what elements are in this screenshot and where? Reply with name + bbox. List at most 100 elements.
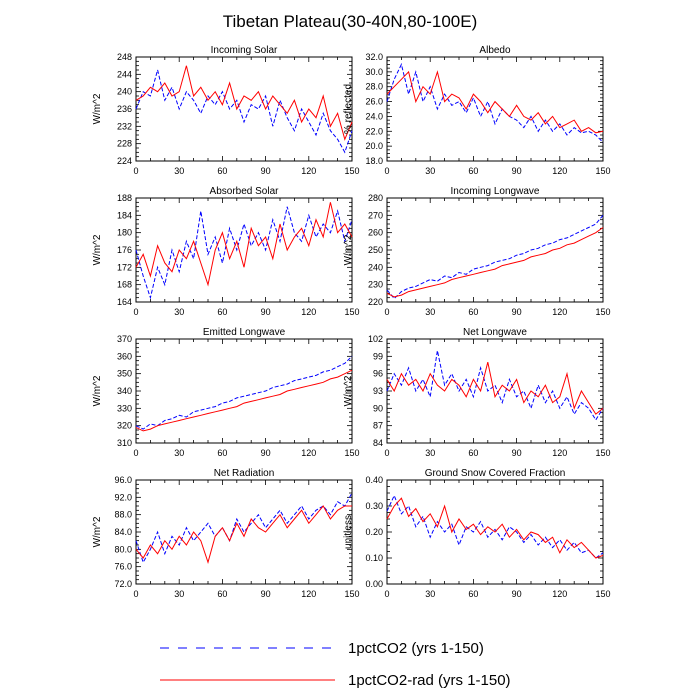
chart-panel-1: Incoming Solar W/m^2 0 30 60 90 120 150 224 228 23…: [92, 45, 360, 176]
x-tick-label: 30: [174, 166, 184, 176]
y-tick-label: 0.10: [365, 553, 383, 563]
y-axis-label: W/m^2: [92, 516, 103, 547]
x-tick-label: 30: [174, 307, 184, 317]
y-tick-label: 102: [368, 334, 383, 344]
plot-frame: [135, 197, 353, 303]
series-line-1pctco2: [386, 494, 604, 559]
x-tick-label: 120: [301, 448, 316, 458]
x-tick-label: 90: [512, 448, 522, 458]
series-line-1pctco2: [135, 69, 353, 154]
y-tick-label: 18.0: [365, 156, 383, 166]
y-tick-label: 96.0: [114, 475, 132, 485]
x-tick-label: 150: [595, 307, 610, 317]
plot-frame: [135, 479, 353, 585]
x-tick-label: 60: [468, 166, 478, 176]
y-tick-label: 360: [117, 351, 132, 361]
y-tick-label: 172: [117, 262, 132, 272]
series-line-1pctco2-rad: [135, 202, 353, 287]
chart-panel-2: Albedo % reflected 0 30 60 90 120 150 18.0 20.0 22…: [343, 45, 611, 176]
x-tick-label: 60: [217, 589, 227, 599]
chart-panel-7: Net Radiation W/m^2 0 30 60 90 120 150 72.0 76.0 8…: [92, 468, 360, 599]
y-axis-label: W/m^2: [92, 375, 103, 406]
x-tick-label: 0: [133, 166, 138, 176]
legend-label: 1pctCO2-rad (yrs 1-150): [348, 672, 511, 689]
y-tick-label: 20.0: [365, 141, 383, 151]
y-axis-label: W/m^2: [343, 375, 354, 406]
x-tick-label: 120: [552, 166, 567, 176]
y-tick-label: 92.0: [114, 492, 132, 502]
y-tick-label: 228: [117, 139, 132, 149]
y-tick-label: 220: [368, 297, 383, 307]
y-tick-label: 30.0: [365, 67, 383, 77]
x-tick-label: 30: [174, 589, 184, 599]
x-tick-label: 150: [595, 448, 610, 458]
panel-title: Albedo: [479, 45, 511, 56]
panels-group: Incoming Solar W/m^2 0 30 60 90 120 150 224 228 23…: [92, 45, 611, 599]
x-tick-label: 150: [595, 166, 610, 176]
y-axis-label: unitless: [343, 515, 354, 549]
y-tick-label: 76.0: [114, 562, 132, 572]
y-tick-label: 26.0: [365, 97, 383, 107]
x-tick-label: 60: [217, 166, 227, 176]
y-tick-label: 88.0: [114, 510, 132, 520]
y-tick-label: 248: [117, 52, 132, 62]
x-tick-label: 90: [512, 166, 522, 176]
y-tick-label: 0.40: [365, 475, 383, 485]
x-tick-label: 150: [344, 589, 359, 599]
x-tick-label: 90: [261, 166, 271, 176]
y-tick-label: 270: [368, 210, 383, 220]
plot-frame: [135, 56, 353, 162]
x-tick-label: 0: [384, 166, 389, 176]
y-tick-label: 188: [117, 193, 132, 203]
panel-title: Ground Snow Covered Fraction: [425, 468, 566, 479]
x-tick-label: 120: [552, 589, 567, 599]
y-tick-label: 236: [117, 104, 132, 114]
y-tick-label: 22.0: [365, 126, 383, 136]
y-tick-label: 320: [117, 421, 132, 431]
x-tick-label: 120: [552, 448, 567, 458]
x-tick-label: 120: [301, 307, 316, 317]
y-tick-label: 93: [373, 386, 383, 396]
y-tick-label: 260: [368, 228, 383, 238]
x-tick-label: 0: [133, 448, 138, 458]
plot-frame: [386, 197, 604, 303]
plot-frame: [386, 56, 604, 162]
y-tick-label: 28.0: [365, 82, 383, 92]
y-tick-label: 99: [373, 351, 383, 361]
y-axis-label: W/m^2: [92, 93, 103, 124]
x-tick-label: 120: [552, 307, 567, 317]
series-line-1pctco2-rad: [386, 361, 604, 415]
chart-panel-5: Emitted Longwave W/m^2 0 30 60 90 120 150 310 320…: [92, 327, 360, 458]
x-tick-label: 0: [384, 307, 389, 317]
chart-panel-8: Ground Snow Covered Fraction unitless 0 30 6…: [343, 468, 611, 599]
y-tick-label: 0.00: [365, 579, 383, 589]
chart-panel-4: Incoming Longwave W/m^2 0 30 60 90 120 150 220 23…: [343, 186, 611, 317]
y-tick-label: 0.30: [365, 501, 383, 511]
y-tick-label: 244: [117, 69, 132, 79]
y-tick-label: 0.20: [365, 527, 383, 537]
y-tick-label: 184: [117, 210, 132, 220]
series-line-1pctco2: [135, 206, 353, 300]
x-tick-label: 120: [301, 166, 316, 176]
x-tick-label: 0: [384, 589, 389, 599]
x-tick-label: 60: [217, 448, 227, 458]
x-tick-label: 60: [468, 589, 478, 599]
y-axis-label: % reflected: [343, 84, 354, 134]
x-tick-label: 90: [261, 307, 271, 317]
y-axis-label: W/m^2: [343, 234, 354, 265]
panel-title: Incoming Solar: [211, 45, 278, 56]
x-tick-label: 150: [344, 307, 359, 317]
y-tick-label: 250: [368, 245, 383, 255]
x-tick-label: 60: [217, 307, 227, 317]
y-tick-label: 84.0: [114, 527, 132, 537]
x-tick-label: 150: [595, 589, 610, 599]
x-tick-label: 30: [425, 307, 435, 317]
y-tick-label: 340: [117, 386, 132, 396]
x-tick-label: 30: [174, 448, 184, 458]
legend: 1pctCO2 (yrs 1-150) 1pctCO2-rad (yrs 1-15…: [160, 640, 511, 689]
y-tick-label: 330: [117, 403, 132, 413]
x-tick-label: 30: [425, 448, 435, 458]
series-line-1pctco2-rad: [386, 227, 604, 298]
x-tick-label: 120: [301, 589, 316, 599]
x-tick-label: 90: [261, 589, 271, 599]
